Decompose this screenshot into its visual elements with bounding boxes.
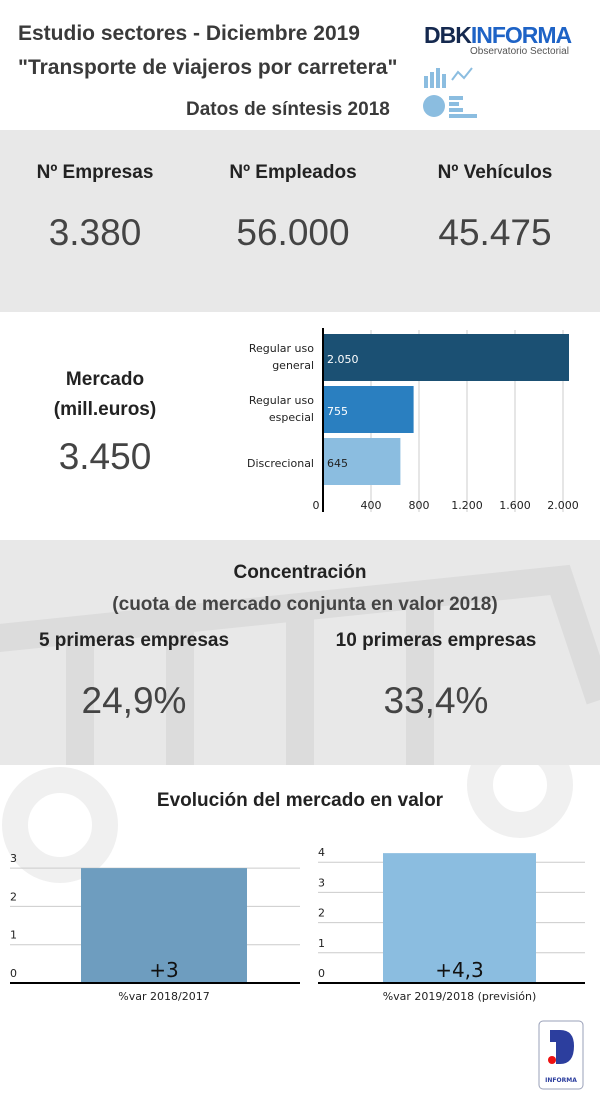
category-label: %var 2018/2017 [118,990,209,1003]
y-tick-label: 0 [318,967,325,980]
top5-value: 24,9% [81,680,187,721]
kpi-band: Nº Empresas 3.380 Nº Empleados 56.000 Nº… [0,130,600,312]
kpi-label: Nº Empresas [36,162,154,183]
category-label: especial [269,411,314,424]
evolution-chart: 0 1 2 3 +3 %var 2018/2017 0 1 2 3 4 +4,3 %var 2019/2… [10,846,585,1003]
category-label: general [272,359,314,372]
category-label: Regular uso [249,394,314,407]
y-tick-label: 0 [10,967,17,980]
synthesis-label: Datos de síntesis 2018 [186,99,390,120]
bus-watermark-icon [0,564,600,765]
data-label: 755 [327,405,348,418]
kpi-label: Nº Empleados [229,162,357,183]
evolution-section: Evolución del mercado en valor 0 1 2 3 +3 %va… [0,765,600,1102]
x-tick-label: 1.600 [499,499,531,512]
concentration-title: Concentración [233,562,367,583]
market-section: Mercado (mill.euros) 3.450 0 400 800 1.200 1… [0,312,600,540]
top5-label: 5 primeras empresas [38,630,230,651]
informa-badge-icon: INFORMA [538,1020,584,1090]
kpi-label: Nº Vehículos [437,162,553,183]
kpi-value: 45.475 [438,212,552,253]
x-tick-label: 1.200 [451,499,483,512]
data-label: 2.050 [327,353,359,366]
dbk-logo: DBKINFORMA [424,22,572,48]
market-unit: (mill.euros) [53,399,157,420]
y-tick-label: 3 [10,852,17,865]
top10-label: 10 primeras empresas [335,630,537,651]
data-label: 645 [327,457,348,470]
concentration-subtitle: (cuota de mercado conjunta en valor 2018… [112,594,498,615]
y-tick-label: 4 [318,846,325,859]
badge-text: INFORMA [545,1077,577,1084]
kpi-value: 3.380 [48,212,142,253]
data-label: +4,3 [435,958,484,982]
x-tick-label: 800 [409,499,430,512]
x-tick-label: 0 [313,499,320,512]
bar [81,868,247,983]
bus-watermark-icon [2,765,573,883]
y-tick-label: 1 [318,937,325,950]
market-value: 3.450 [58,436,152,477]
y-tick-label: 3 [318,876,325,889]
y-tick-label: 1 [10,929,17,942]
market-segment-chart: 0 400 800 1.200 1.600 2.000 2.050 Regular uso ge… [247,328,579,512]
concentration-band: Concentración (cuota de mercado conjunta… [0,540,600,765]
data-label: +3 [149,958,178,982]
chart-pie-icon [423,67,477,118]
y-tick-label: 2 [10,890,17,903]
bar [323,386,414,433]
market-label: Mercado [65,369,145,390]
logo-subtitle: Observatorio Sectorial [470,46,569,57]
category-label: Regular uso [249,342,314,355]
bar [383,853,536,983]
evolution-title: Evolución del mercado en valor [156,790,444,811]
x-tick-label: 2.000 [547,499,579,512]
bar [323,334,569,381]
category-label: Discrecional [247,457,314,470]
y-tick-label: 2 [318,907,325,920]
report-title: Estudio sectores - Diciembre 2019 [18,22,360,45]
kpi-value: 56.000 [236,212,350,253]
top10-value: 33,4% [383,680,489,721]
header: Estudio sectores - Diciembre 2019 "Trans… [0,0,600,130]
category-label: %var 2019/2018 (previsión) [383,990,537,1003]
bar [323,438,401,485]
x-tick-label: 400 [361,499,382,512]
report-subtitle: "Transporte de viajeros por carretera" [18,56,398,79]
